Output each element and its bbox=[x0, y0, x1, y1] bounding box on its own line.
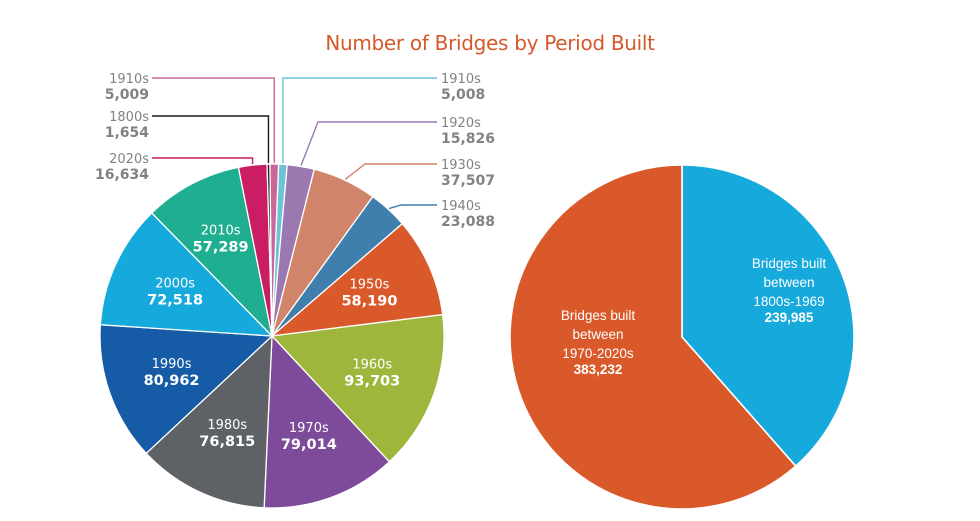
leader-line bbox=[300, 121, 437, 166]
slice-label-value: 23,088 bbox=[441, 214, 495, 230]
slice-label-value: 80,962 bbox=[144, 373, 200, 389]
slice-label-period: 1920s bbox=[441, 116, 481, 131]
pie-slice-1950s-4 bbox=[269, 222, 444, 337]
summary-label-line: between bbox=[572, 327, 623, 342]
summary-label-line: Bridges built bbox=[752, 256, 827, 271]
pie-slice-1970s-6 bbox=[263, 334, 391, 509]
slice-label-period: 1980s bbox=[207, 418, 247, 433]
pie-slice-2010s-10 bbox=[150, 166, 274, 339]
slice-label-value: 15,826 bbox=[441, 131, 495, 147]
slice-label-period: 1940s bbox=[441, 199, 481, 214]
summary-label-line: between bbox=[763, 275, 814, 290]
slice-label-period: 1970s bbox=[289, 421, 329, 436]
leader-line bbox=[152, 157, 254, 165]
slice-label-period: 1910s bbox=[441, 72, 481, 87]
leader-line bbox=[152, 77, 275, 164]
pie-slice-1980s-7 bbox=[145, 334, 273, 509]
slice-label-period: 1930s bbox=[441, 158, 481, 173]
slice-label-period: 1950s bbox=[350, 278, 390, 293]
slice-label-value: 72,518 bbox=[147, 292, 203, 308]
slice-label-period: 1960s bbox=[352, 357, 392, 372]
pie-slice-1990s-8 bbox=[99, 324, 274, 455]
pie-slice-1910s-13 bbox=[269, 163, 280, 337]
slice-label-value: 1,654 bbox=[105, 125, 150, 141]
slice-label-value: 76,815 bbox=[199, 434, 255, 450]
slice-label-period: 2010s bbox=[201, 224, 241, 239]
slice-label-period: 2020s bbox=[109, 152, 149, 167]
chart-title: Number of Bridges by Period Built bbox=[325, 31, 655, 55]
slice-label-value: 93,703 bbox=[344, 373, 400, 389]
summary-label-line: 1970-2020s bbox=[562, 346, 634, 361]
leader-line bbox=[388, 204, 437, 210]
slice-label-period: 1800s bbox=[109, 110, 149, 125]
slice-label-value: 79,014 bbox=[281, 437, 337, 453]
leader-line bbox=[344, 163, 437, 180]
summary-label-value: 239,985 bbox=[765, 310, 814, 325]
leader-line bbox=[152, 115, 270, 164]
summary-slice-1 bbox=[509, 164, 797, 510]
decade-pie-chart bbox=[99, 163, 445, 509]
summary-pie-chart bbox=[509, 164, 855, 510]
slice-label-value: 5,009 bbox=[105, 87, 149, 103]
slice-label-value: 5,008 bbox=[441, 87, 485, 103]
pie-slice-1960s-5 bbox=[270, 313, 445, 463]
leader-line bbox=[282, 77, 437, 164]
slice-label-period: 1990s bbox=[152, 357, 192, 372]
summary-label-value: 383,232 bbox=[574, 362, 623, 377]
slice-label-value: 58,190 bbox=[341, 294, 397, 310]
summary-label-line: Bridges built bbox=[561, 308, 636, 323]
slice-label-period: 2000s bbox=[155, 276, 195, 291]
summary-label-line: 1800s-1969 bbox=[753, 294, 824, 309]
slice-label-value: 37,507 bbox=[441, 173, 495, 189]
slice-label-value: 16,634 bbox=[95, 167, 149, 183]
slice-label-value: 57,289 bbox=[193, 240, 249, 256]
summary-slice-0 bbox=[681, 164, 855, 468]
slice-label-period: 1910s bbox=[109, 72, 149, 87]
pie-slice-2000s-9 bbox=[99, 212, 274, 337]
